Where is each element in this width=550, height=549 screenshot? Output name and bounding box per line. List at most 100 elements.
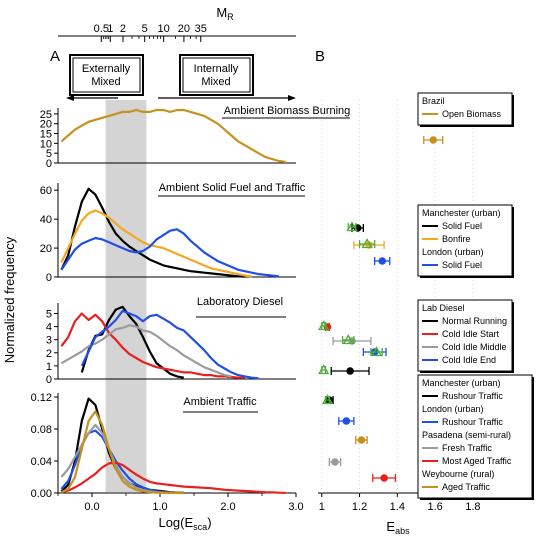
box-text-line: Internally <box>194 63 239 75</box>
x-tick-label: 1.0 <box>152 501 167 513</box>
eabs-group-4: Manchester (urban) Rushour Traffic London … <box>321 374 534 500</box>
externally-mixed-arrow <box>66 95 118 101</box>
legend-entry: Fresh Traffic <box>442 443 492 453</box>
y-tick-label: 15 <box>40 129 52 141</box>
top-axis-tick-label: 5 <box>142 23 148 35</box>
eabs-point-triangle <box>318 364 330 375</box>
y-tick-label: 1 <box>46 361 52 373</box>
panel-title: Ambient Solid Fuel and Traffic <box>159 182 306 194</box>
series-line-3 <box>60 324 232 378</box>
legend-entry: Cold Idle End <box>442 355 496 365</box>
eabs-point-triangle <box>342 334 354 345</box>
box-text-line: Mixed <box>91 76 120 88</box>
y-tick-label: 40 <box>40 214 52 226</box>
legend-entry: Rushour Traffic <box>442 417 503 427</box>
series-line-4 <box>61 461 286 494</box>
panel-a-label: A <box>50 48 60 65</box>
y-tick-label: 20 <box>40 243 52 255</box>
series-line-1 <box>60 108 286 164</box>
series-line-2 <box>60 209 252 278</box>
y-tick-label: 5 <box>46 308 52 320</box>
y-tick-label: 2 <box>46 348 52 360</box>
distribution-panel-4: 0.00 0.04 0.08 0.12 0.0 1.0 2.0 3.0 Ambient Traf… <box>31 392 304 513</box>
eabs-tick-label: 1.4 <box>390 501 405 513</box>
y-tick-label: 4 <box>46 322 52 334</box>
legend-entry: Solid Fuel <box>442 260 482 270</box>
eabs-axis-label: Eabs <box>386 519 410 536</box>
legend-entry: Normal Running <box>442 316 507 326</box>
legend-title: Manchester (urban) <box>422 378 501 388</box>
x-tick-label: 3.0 <box>288 501 303 513</box>
y-tick-label: 0 <box>46 158 52 170</box>
eabs-tick-label: 1.2 <box>352 501 367 513</box>
legend-box <box>417 92 513 126</box>
legend-title: Manchester (urban) <box>422 208 501 218</box>
eabs-point <box>331 458 339 466</box>
series-line-2 <box>60 312 245 379</box>
internally-mixed-label: Internally Mixed <box>194 63 239 88</box>
eabs-point-triangle <box>370 346 383 357</box>
y-tick-label: 3 <box>46 335 52 347</box>
legend-subheader: Weybourne (rural) <box>422 469 494 479</box>
y-tick-label: 10 <box>40 138 52 150</box>
box-text-line: Externally <box>82 63 131 75</box>
x-tick-label: 0.0 <box>84 501 99 513</box>
top-axis-tick-label: 1 <box>107 23 113 35</box>
distribution-panel-2: 0 20 40 60 Ambient Solid Fuel and Traffic <box>40 182 306 284</box>
panel-title: Ambient Traffic <box>183 396 257 408</box>
eabs-group-1: Brazil Open Biomass <box>417 92 514 144</box>
y-tick-label: 25 <box>40 109 52 121</box>
eabs-tick-label: 1 <box>319 501 325 513</box>
y-tick-label: 0.04 <box>31 456 52 468</box>
eabs-group-2: Manchester (urban) Solid Fuel Bonfire Londo… <box>346 204 514 278</box>
legend-entry: Open Biomass <box>442 109 502 119</box>
externally-mixed-box: Externally Mixed <box>69 54 144 96</box>
top-axis-tick-label: 2 <box>120 23 126 35</box>
top-axis-tick-label: 0.5 <box>94 23 109 35</box>
panel-b-label: B <box>315 48 325 65</box>
y-tick-label: 20 <box>40 119 52 131</box>
eabs-point <box>346 367 354 375</box>
eabs-point-triangle <box>318 320 330 331</box>
legend-title: Lab Diesel <box>422 303 465 313</box>
legend-subheader: Pasadena (semi-rural) <box>422 430 511 440</box>
legend-subheader: London (urban) <box>422 404 484 414</box>
legend-subheader: London (urban) <box>422 247 484 257</box>
y-tick-label: 60 <box>40 185 52 197</box>
eabs-group-3: Lab Diesel Normal Running Cold Idle Start C… <box>318 299 514 375</box>
eabs-point-triangle <box>321 394 334 405</box>
x-tick-label: 2.0 <box>220 501 235 513</box>
y-tick-label: 0.12 <box>31 392 52 404</box>
eabs-point <box>378 257 387 265</box>
top-axis-tick-label: 20 <box>178 23 190 35</box>
top-axis-label: MR <box>216 5 234 22</box>
y-tick-label: 0.08 <box>31 424 52 436</box>
eabs-point-triangle <box>361 238 373 249</box>
y-tick-label: 0 <box>46 272 52 284</box>
eabs-point <box>357 436 366 444</box>
y-tick-label: 0 <box>46 374 52 386</box>
y-tick-label: 5 <box>46 148 52 160</box>
series-line-4 <box>80 309 259 380</box>
y-tick-label: 0.00 <box>31 488 52 500</box>
x-axis-label: Log(Esca) <box>158 515 211 532</box>
legend-entry: Rushour Traffic <box>442 391 503 401</box>
eabs-tick-label: 1.6 <box>427 501 442 513</box>
panel-title: Laboratory Diesel <box>197 296 283 308</box>
legend-entry: Cold Idle Start <box>442 329 500 339</box>
box-text-line: Mixed <box>201 76 230 88</box>
legend-entry: Most Aged Traffic <box>442 456 512 466</box>
eabs-point <box>380 474 388 482</box>
top-axis-tick-label: 10 <box>158 23 170 35</box>
top-mr-axis: MR 0.51 2 5 10 20 35 <box>58 5 296 42</box>
legend-title: Brazil <box>422 96 445 106</box>
series-line-1 <box>60 187 246 278</box>
legend-entry: Cold Idle Middle <box>442 342 507 352</box>
series-line-3 <box>60 228 280 278</box>
eabs-point <box>429 136 438 144</box>
legend-entry: Aged Traffic <box>442 482 490 492</box>
